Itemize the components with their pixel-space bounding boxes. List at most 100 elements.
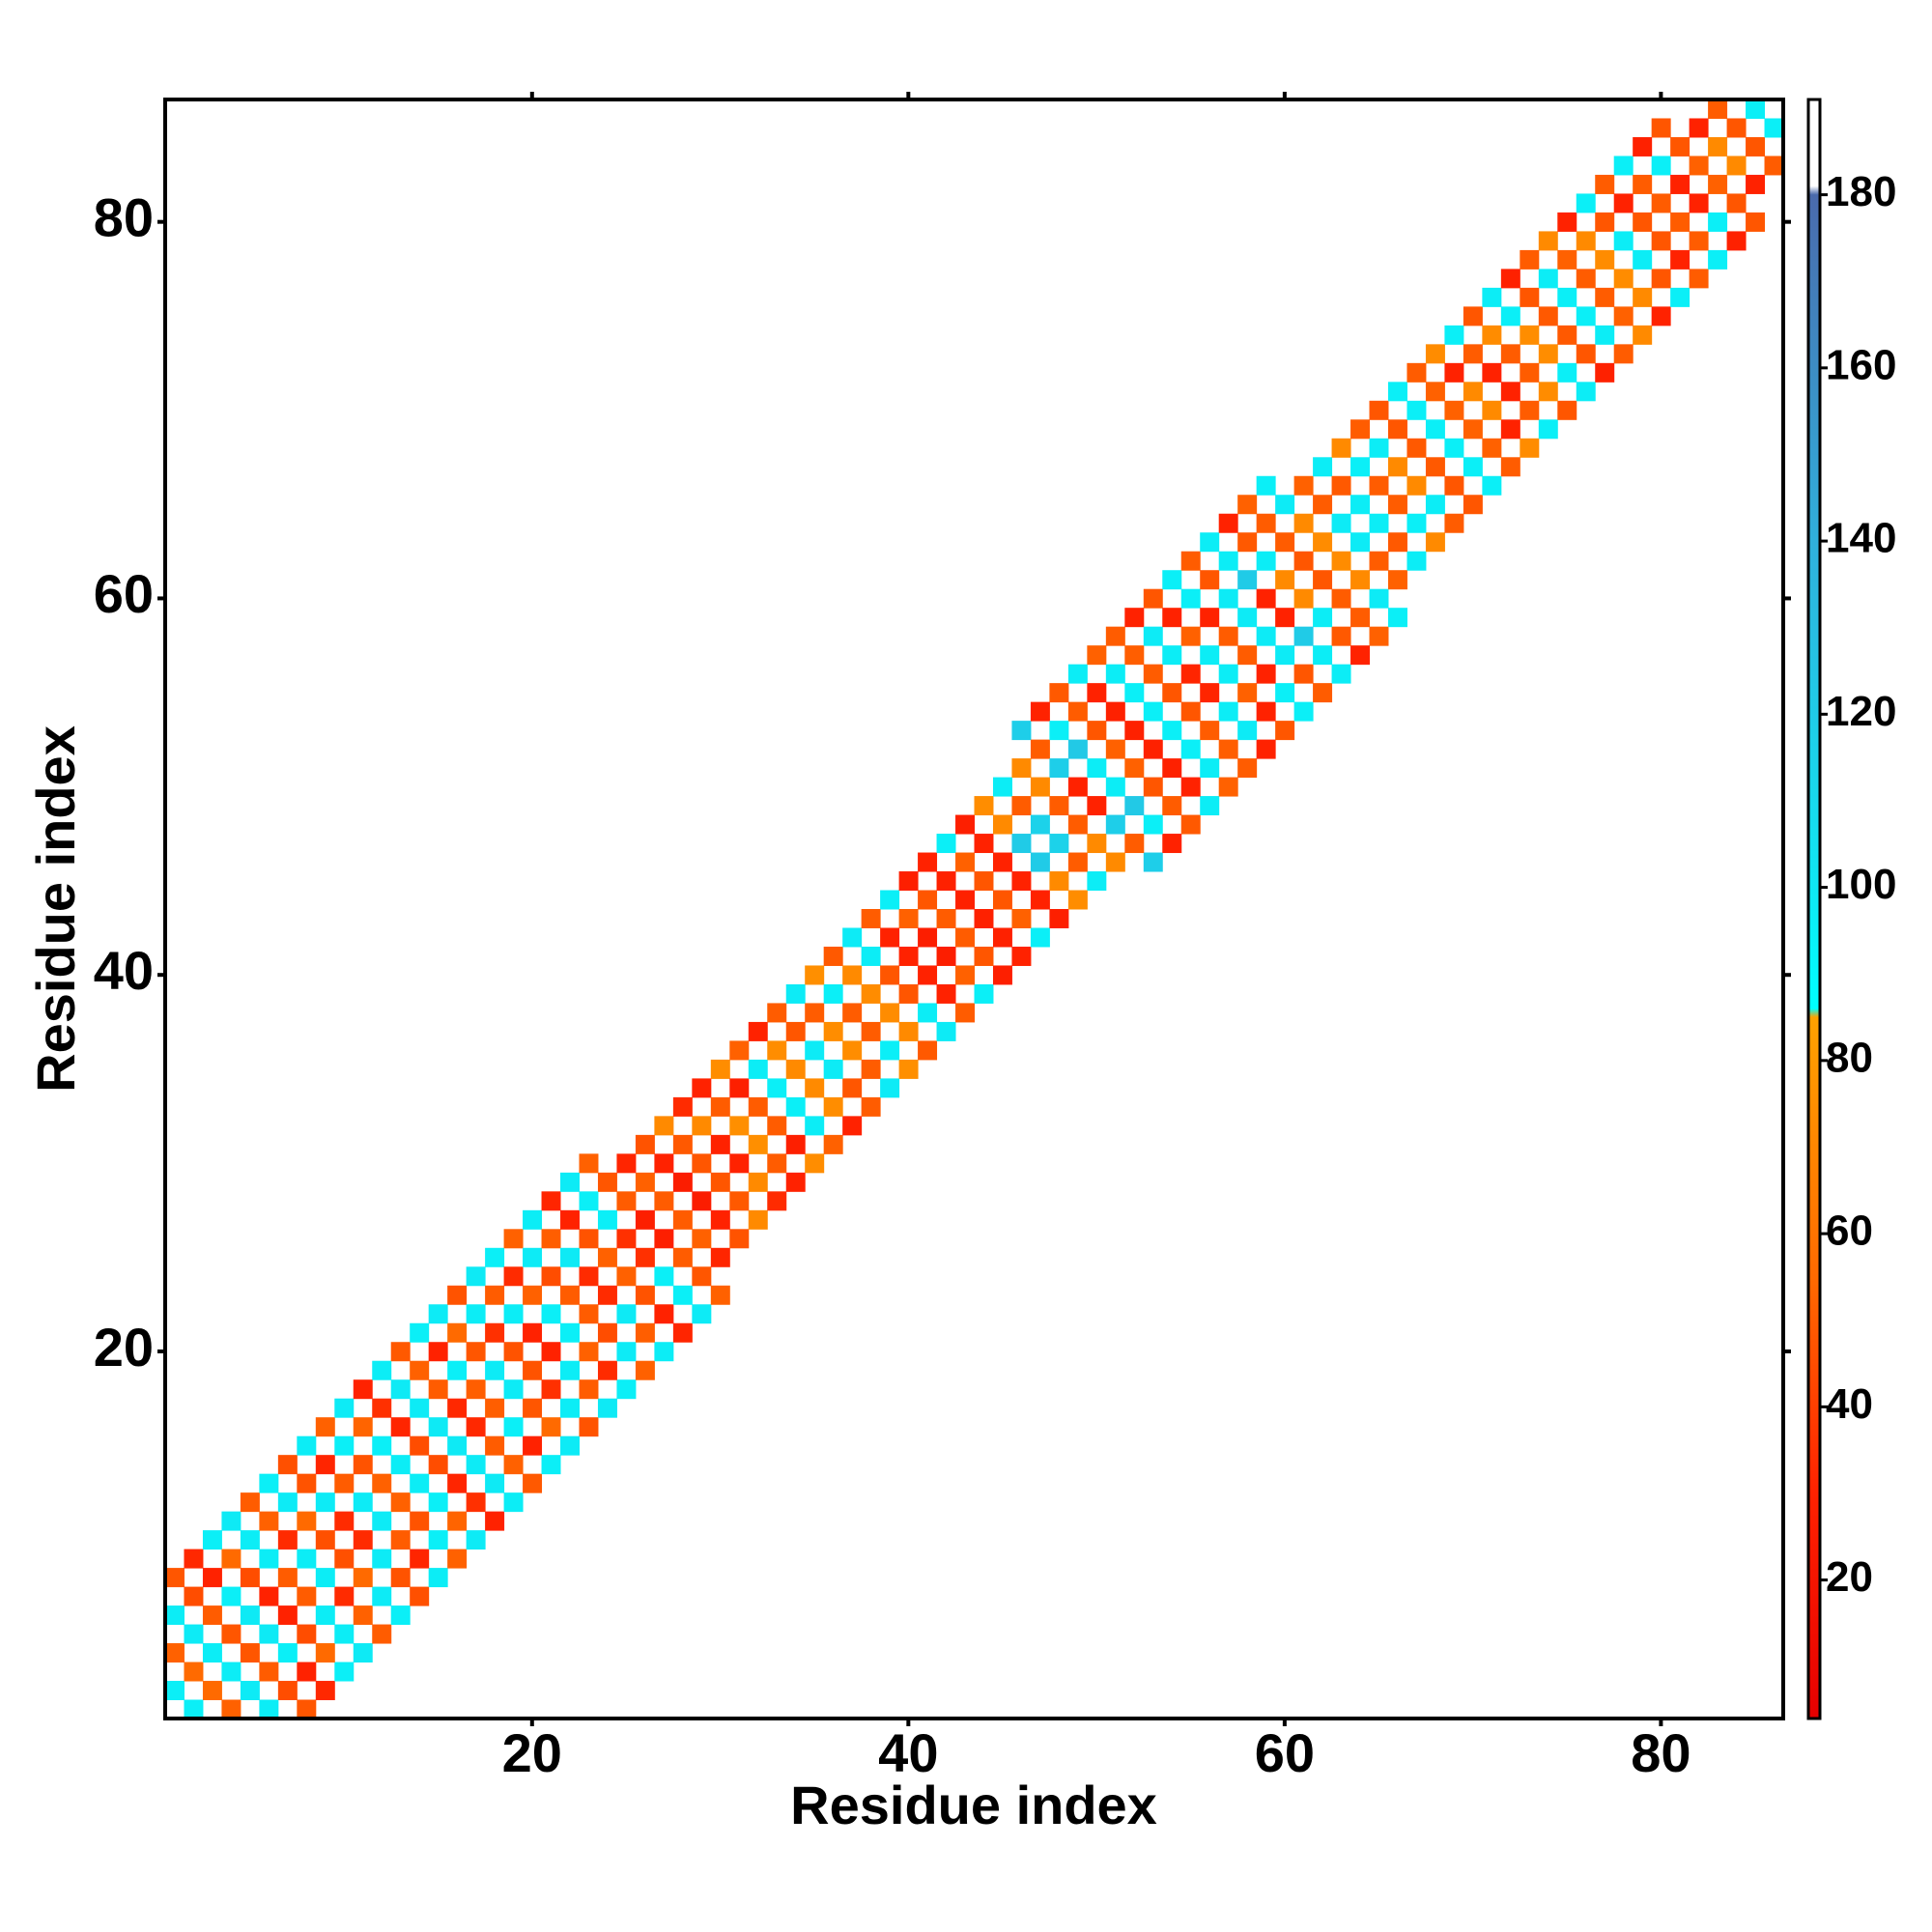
heatmap-cell xyxy=(1030,777,1050,797)
heatmap-cell xyxy=(390,1417,411,1437)
heatmap-cell xyxy=(692,1304,712,1324)
heatmap-cell xyxy=(1180,551,1201,571)
heatmap-cell xyxy=(579,1417,599,1437)
heatmap-cell xyxy=(1633,249,1653,270)
heatmap-cell xyxy=(221,1511,242,1531)
heatmap-cell xyxy=(1087,796,1107,816)
heatmap-cell xyxy=(353,1417,373,1437)
heatmap-cell xyxy=(184,1548,204,1569)
heatmap-cell xyxy=(221,1586,242,1606)
heatmap-cell xyxy=(748,1096,768,1117)
heatmap-cell xyxy=(692,1191,712,1211)
heatmap-cell xyxy=(372,1398,392,1418)
heatmap-cell xyxy=(579,1266,599,1287)
heatmap-cell xyxy=(1633,212,1653,232)
heatmap-cell xyxy=(447,1548,468,1569)
heatmap-cell xyxy=(1482,287,1502,307)
heatmap-cell xyxy=(221,1548,242,1569)
heatmap-cell xyxy=(1613,231,1634,251)
heatmap-cell xyxy=(447,1360,468,1380)
heatmap-cell xyxy=(936,1021,956,1041)
heatmap-cell xyxy=(315,1492,335,1513)
heatmap-cell xyxy=(1143,664,1163,684)
heatmap-cell xyxy=(1313,532,1333,553)
heatmap-cell xyxy=(1350,608,1371,628)
heatmap-cell xyxy=(1143,701,1163,722)
heatmap-cell xyxy=(315,1643,335,1663)
heatmap-cell xyxy=(692,1266,712,1287)
heatmap-cell xyxy=(221,1662,242,1682)
heatmap-cell xyxy=(1162,608,1182,628)
heatmap-cell xyxy=(635,1322,655,1343)
heatmap-cell xyxy=(523,1322,543,1343)
heatmap-cell xyxy=(1520,249,1540,270)
heatmap-cell xyxy=(447,1473,468,1493)
heatmap-cell xyxy=(1613,344,1634,364)
heatmap-cell xyxy=(1237,683,1258,703)
heatmap-cell xyxy=(503,1455,524,1475)
heatmap-cell xyxy=(1313,495,1333,515)
heatmap-cell xyxy=(541,1191,561,1211)
heatmap-cell xyxy=(1520,325,1540,345)
heatmap-cell xyxy=(1087,834,1107,854)
heatmap-cell xyxy=(541,1266,561,1287)
heatmap-cell xyxy=(372,1473,392,1493)
heatmap-cell xyxy=(1030,701,1050,722)
heatmap-cell xyxy=(710,1134,730,1154)
heatmap-cell xyxy=(447,1398,468,1418)
heatmap-cell xyxy=(955,965,975,985)
heatmap-cell xyxy=(1369,513,1389,533)
heatmap-cell xyxy=(1331,664,1351,684)
heatmap-cell xyxy=(1726,118,1747,138)
heatmap-cell xyxy=(410,1398,430,1418)
heatmap-cell xyxy=(1256,739,1276,759)
heatmap-cell xyxy=(1162,796,1182,816)
heatmap-cell xyxy=(466,1379,486,1400)
heatmap-cell xyxy=(1726,231,1747,251)
heatmap-cell xyxy=(560,1172,580,1192)
heatmap-cell xyxy=(955,927,975,948)
heatmap-cell xyxy=(1124,834,1145,854)
heatmap-cell xyxy=(1576,231,1596,251)
heatmap-cell xyxy=(485,1398,505,1418)
heatmap-cell xyxy=(785,1059,806,1079)
heatmap-cell xyxy=(315,1455,335,1475)
colorbar-tick-label: 160 xyxy=(1826,341,1896,388)
heatmap-cell xyxy=(729,1229,750,1249)
heatmap-cell xyxy=(240,1681,260,1701)
heatmap-cell xyxy=(353,1643,373,1663)
heatmap-cell xyxy=(1576,382,1596,402)
heatmap-cell xyxy=(1293,664,1314,684)
heatmap-cell xyxy=(1011,946,1032,966)
heatmap-cell xyxy=(466,1342,486,1362)
heatmap-cell xyxy=(277,1605,298,1626)
heatmap-cell xyxy=(692,1078,712,1098)
heatmap-cell xyxy=(785,1134,806,1154)
heatmap-cell xyxy=(1067,664,1088,684)
heatmap-cell xyxy=(1387,382,1407,402)
heatmap-cell xyxy=(785,1096,806,1117)
heatmap-cell xyxy=(447,1435,468,1456)
heatmap-cell xyxy=(1595,325,1615,345)
heatmap-cell xyxy=(918,1040,938,1061)
heatmap-cell xyxy=(1331,551,1351,571)
heatmap-cell xyxy=(390,1530,411,1550)
heatmap-cell xyxy=(1087,871,1107,892)
heatmap-cell xyxy=(1049,834,1069,854)
heatmap-cell xyxy=(918,890,938,910)
heatmap-cell xyxy=(1049,796,1069,816)
heatmap-cell xyxy=(1293,588,1314,609)
heatmap-cell xyxy=(428,1304,448,1324)
heatmap-cell xyxy=(842,1078,863,1098)
heatmap-cell xyxy=(579,1342,599,1362)
colorbar-tick-label: 140 xyxy=(1826,515,1896,562)
heatmap-cell xyxy=(1256,701,1276,722)
heatmap-cell xyxy=(597,1285,617,1305)
heatmap-cell xyxy=(1595,362,1615,383)
heatmap-cell xyxy=(936,946,956,966)
heatmap-cell xyxy=(485,1285,505,1305)
heatmap-cell xyxy=(297,1699,317,1719)
heatmap-cell xyxy=(974,909,994,928)
heatmap-cell xyxy=(1444,475,1464,496)
heatmap-cell xyxy=(1293,513,1314,533)
